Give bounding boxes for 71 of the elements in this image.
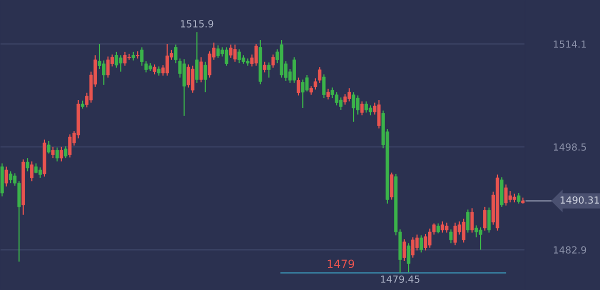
candlestick: [30, 160, 34, 182]
candlestick: [118, 54, 122, 72]
annotation: 1515.9: [180, 20, 214, 28]
candlestick: [440, 220, 444, 234]
candlestick: [64, 146, 68, 159]
candlestick: [186, 64, 190, 88]
candlestick: [478, 226, 482, 250]
candlestick: [68, 134, 72, 158]
candlestick: [157, 66, 160, 76]
candlestick: [195, 32, 199, 84]
candlestick: [144, 60, 148, 73]
candlestick: [487, 207, 491, 234]
ref-line-label: 1479: [328, 260, 354, 268]
candlestick: [204, 61, 208, 93]
candlestick: [377, 99, 381, 129]
candlestick: [190, 65, 194, 94]
candlestick: [390, 172, 394, 200]
candlestick: [444, 222, 448, 234]
candlestick: [326, 88, 330, 100]
candlestick: [516, 192, 520, 204]
annotation: 1479.45: [381, 275, 420, 283]
candlestick: [4, 166, 8, 188]
candlestick: [47, 140, 50, 154]
candlestick: [483, 206, 486, 232]
candlestick: [34, 162, 38, 174]
candlestick: [368, 104, 372, 116]
candlestick: [334, 92, 338, 106]
candlestick: [406, 242, 410, 273]
candlestick: [504, 184, 508, 206]
candlestick: [26, 158, 30, 172]
candlestick: [470, 208, 474, 234]
candlestick: [402, 238, 406, 262]
candlestick: [436, 222, 440, 234]
candlestick: [51, 146, 55, 159]
y-tick-label: 1482.9: [554, 246, 586, 254]
candlestick: [152, 64, 156, 75]
candlestick: [216, 44, 220, 58]
candlestick: [339, 96, 343, 110]
candlestick: [466, 208, 470, 234]
candlestick: [449, 228, 453, 244]
y-tick-label: 1498.5: [554, 143, 586, 151]
candlestick: [267, 62, 271, 78]
candlestick: [322, 74, 326, 99]
candlestick: [262, 61, 266, 73]
candlestick: [55, 146, 59, 162]
candlestick: [314, 78, 318, 90]
candlestick: [254, 43, 258, 66]
candlestick: [224, 46, 228, 66]
candlestick: [453, 222, 457, 246]
candlestick: [182, 58, 186, 116]
candlestick: [8, 170, 12, 184]
y-tick-label: 1514.1: [554, 40, 586, 48]
candlestick: [462, 218, 466, 244]
candlestick: [123, 51, 127, 66]
candlestick: [296, 77, 300, 96]
candlestick: [348, 88, 351, 102]
candlestick: [271, 54, 275, 68]
candlestick: [114, 51, 118, 68]
ref-line-label: 1490.31: [560, 196, 599, 204]
candlestick: [208, 50, 212, 78]
candlestick: [60, 146, 64, 162]
candlestick: [360, 100, 364, 116]
candlestick: [420, 234, 423, 253]
candlestick: [352, 92, 356, 122]
candlestick: [508, 190, 512, 203]
candlestick: [140, 46, 144, 66]
candlestick: [106, 56, 110, 78]
candlestick: [330, 86, 334, 99]
candlestick: [233, 44, 237, 62]
candlestick: [199, 56, 203, 83]
candlestick: [318, 66, 322, 84]
